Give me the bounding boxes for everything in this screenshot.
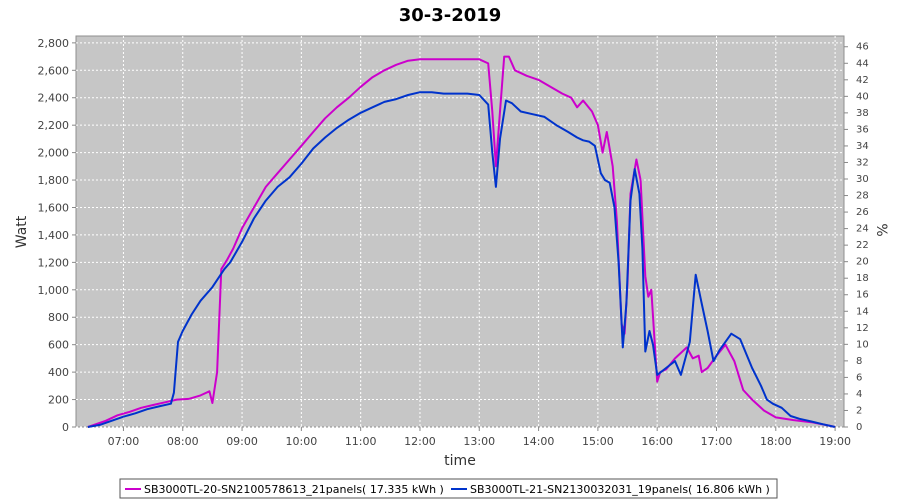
y2-tick-label: 42 <box>856 75 869 86</box>
series-line-2 <box>87 91 836 428</box>
y2-tick-label: 46 <box>856 42 869 53</box>
y2-tick-label: 34 <box>856 141 869 152</box>
y2-tick-label: 40 <box>856 91 869 102</box>
y-tick-label: 1,600 <box>38 201 70 214</box>
x-tick-label: 11:00 <box>345 435 377 448</box>
series-layer <box>87 55 836 428</box>
legend: SB3000TL-20-SN2100578613_21panels( 17.33… <box>119 478 778 499</box>
y2-tick-label: 12 <box>856 323 869 334</box>
y-axis: 0 200 400 600 800 1,000 1,200 1,400 1,600 1,800 2,… <box>38 37 76 434</box>
y-tick-label: 1,800 <box>38 174 70 187</box>
x-tick-label: 08:00 <box>167 435 199 448</box>
x-tick-label: 18:00 <box>760 435 792 448</box>
x-tick-label: 10:00 <box>286 435 318 448</box>
y2-tick-label: 32 <box>856 157 869 168</box>
legend-label-series-1: SB3000TL-20-SN2100578613_21panels( 17.33… <box>144 483 444 496</box>
y-tick-label: 0 <box>62 421 69 434</box>
x-tick-label: 14:00 <box>523 435 555 448</box>
plot-area <box>75 35 845 428</box>
x-tick-label: 16:00 <box>641 435 673 448</box>
y-tick-label: 2,600 <box>38 64 70 77</box>
x-tick-label: 15:00 <box>582 435 614 448</box>
y-tick-label: 200 <box>48 394 69 407</box>
y-tick-label: 1,200 <box>38 256 70 269</box>
y2-tick-label: 22 <box>856 240 869 251</box>
y2-tick-label: 2 <box>856 405 862 416</box>
y2-tick-label: 20 <box>856 257 869 268</box>
y-tick-label: 1,400 <box>38 229 70 242</box>
y2-tick-label: 30 <box>856 174 869 185</box>
y-tick-label: 2,200 <box>38 119 70 132</box>
y-tick-label: 600 <box>48 339 69 352</box>
series-line-1 <box>87 55 836 428</box>
y-tick-label: 2,000 <box>38 147 70 160</box>
y-tick-label: 800 <box>48 311 69 324</box>
y2-tick-label: 14 <box>856 306 869 317</box>
y2-tick-label: 16 <box>856 290 869 301</box>
grid <box>76 36 844 428</box>
legend-box <box>119 478 778 499</box>
y2-tick-label: 26 <box>856 207 869 218</box>
x-axis: 07:00 08:00 09:00 10:00 11:00 12:00 13:00 14:00… <box>108 427 851 448</box>
x-tick-label: 12:00 <box>404 435 436 448</box>
x-axis-label: time <box>444 453 476 469</box>
chart-title: 30-3-2019 <box>399 5 502 26</box>
y2-tick-label: 28 <box>856 191 869 202</box>
y-axis-label: Watt <box>14 215 30 248</box>
x-tick-label: 13:00 <box>463 435 495 448</box>
y2-axis-label: % <box>873 223 889 236</box>
y2-tick-label: 36 <box>856 124 869 135</box>
y2-tick-label: 24 <box>856 224 869 235</box>
y2-tick-label: 10 <box>856 339 869 350</box>
y2-tick-label: 8 <box>856 356 862 367</box>
x-tick-label: 07:00 <box>108 435 140 448</box>
y-tick-label: 2,400 <box>38 92 70 105</box>
y-tick-label: 400 <box>48 366 69 379</box>
y-tick-label: 1,000 <box>38 284 70 297</box>
x-tick-label: 09:00 <box>226 435 258 448</box>
x-tick-label: 19:00 <box>819 435 851 448</box>
y2-tick-label: 38 <box>856 108 869 119</box>
y2-tick-label: 18 <box>856 273 869 284</box>
x-tick-label: 17:00 <box>701 435 733 448</box>
y2-axis: 0246810121416182022242628303234363840424… <box>844 42 869 433</box>
y2-tick-label: 44 <box>856 58 869 69</box>
y-tick-label: 2,800 <box>38 37 70 50</box>
legend-label-series-2: SB3000TL-21-SN2130032031_19panels( 16.80… <box>470 483 770 496</box>
y2-tick-label: 6 <box>856 372 862 383</box>
y2-tick-label: 4 <box>856 389 862 400</box>
y2-tick-label: 0 <box>856 422 862 433</box>
